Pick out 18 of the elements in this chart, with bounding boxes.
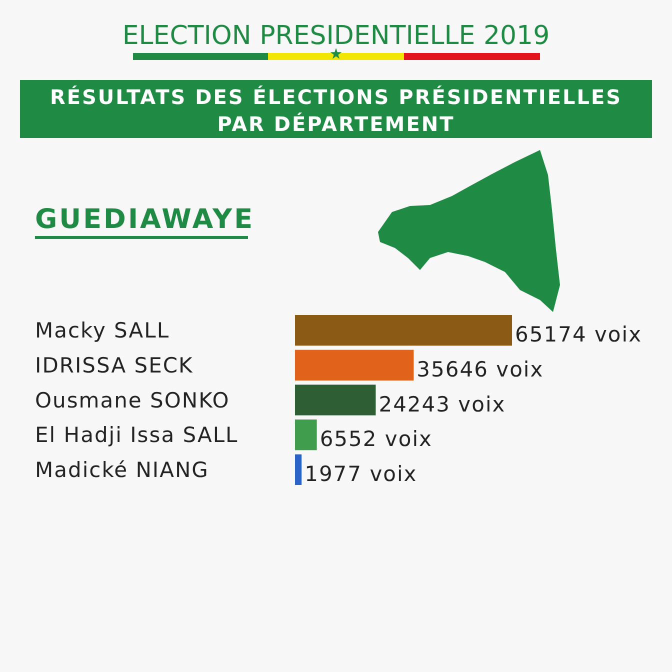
y-tick-label: Madické NIANG [35,458,209,482]
data-label: 35646 voix [416,358,544,382]
data-label: 65174 voix [515,322,642,347]
y-tick-label: IDRISSA SECK [35,354,194,378]
data-label: 1977 voix [304,462,418,486]
data-label: 6552 voix [320,427,432,452]
bar [295,315,512,346]
data-label: 24243 voix [378,392,506,416]
y-tick-label: El Hadji Issa SALL [35,423,238,448]
bar [295,420,317,450]
bar [295,350,414,380]
chart-title: ELECTION PRESIDENTIELLE 2019 [122,21,550,51]
chart-subtitle: RÉSULTATS DES ÉLECTIONS PRÉSIDENTIELLES PAR DÉPARTEMENT [50,85,622,136]
y-tick-label: Macky SALL [35,318,170,343]
text: GUEDIAWAYE [35,204,255,235]
bar [295,384,376,416]
bar [295,454,302,485]
y-tick-label: Ousmane SONKO [35,388,230,412]
